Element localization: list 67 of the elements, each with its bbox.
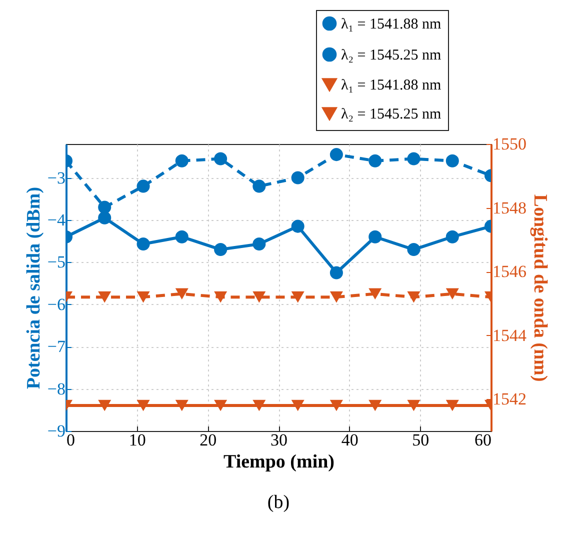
point <box>214 400 228 412</box>
point <box>407 291 420 303</box>
legend-label: λ₂ = 1545.25 nm <box>341 106 442 122</box>
point <box>330 148 343 162</box>
y-tick-label: −3 <box>47 168 66 188</box>
y-tick-label: −5 <box>47 252 66 272</box>
point <box>446 230 459 244</box>
point <box>446 400 459 412</box>
point <box>368 154 382 168</box>
point <box>98 200 112 214</box>
point <box>175 288 188 300</box>
point <box>291 400 304 412</box>
x-tick-label: 10 <box>128 430 146 450</box>
point <box>407 400 420 412</box>
y-tick-label: −7 <box>47 337 66 356</box>
point <box>175 400 188 412</box>
point <box>446 288 459 300</box>
point <box>252 400 266 412</box>
text: (b) <box>267 492 290 513</box>
point <box>368 288 382 300</box>
point <box>98 211 112 224</box>
point <box>368 400 382 412</box>
point <box>252 291 266 303</box>
y-tick-label: −6 <box>47 294 66 314</box>
point <box>407 243 420 256</box>
x-tick-label: 20 <box>200 430 217 450</box>
point <box>330 291 343 303</box>
point <box>368 230 382 244</box>
point <box>136 400 150 412</box>
y2-axis-title: Longitud de onda (nm) <box>530 194 550 382</box>
point <box>136 180 150 193</box>
legend-label: λ₁ = 1541.88 nm <box>341 16 442 32</box>
x-tick-label: 0 <box>66 430 75 450</box>
y-axis-title: Potencia de salida (dBm) <box>23 186 44 390</box>
y-tick-label: −8 <box>47 379 66 398</box>
point <box>446 154 459 168</box>
y2-tick-label: 1542 <box>492 390 526 409</box>
y2-tick-label: 1550 <box>492 134 526 154</box>
point <box>291 291 304 303</box>
y2-tick-label: 1546 <box>492 262 526 282</box>
y2-tick-label: 1548 <box>492 198 526 218</box>
legend-label: λ₂ = 1545.25 nm <box>341 48 442 64</box>
point <box>214 291 228 303</box>
point <box>330 266 343 280</box>
point <box>252 238 266 251</box>
point <box>291 220 304 233</box>
y-tick-label: −9 <box>47 422 66 440</box>
point <box>330 400 343 412</box>
point <box>407 152 420 166</box>
x-tick-label: 30 <box>270 430 288 450</box>
point <box>214 152 228 166</box>
point <box>175 230 188 244</box>
point <box>136 291 150 303</box>
y2-tick-label: 1544 <box>492 326 527 345</box>
point <box>214 243 228 256</box>
legend-label: λ₁ = 1541.88 nm <box>341 78 442 94</box>
point <box>252 180 266 193</box>
point <box>98 291 112 303</box>
y-tick-label: −4 <box>47 210 66 230</box>
x-axis-title: Tiempo (min) <box>223 452 335 472</box>
x-tick-label: 60 <box>474 430 492 450</box>
point <box>175 154 188 168</box>
x-tick-label: 40 <box>341 430 358 450</box>
point <box>291 171 304 184</box>
x-tick-label: 50 <box>412 430 430 450</box>
point <box>136 238 150 251</box>
point <box>98 400 112 412</box>
